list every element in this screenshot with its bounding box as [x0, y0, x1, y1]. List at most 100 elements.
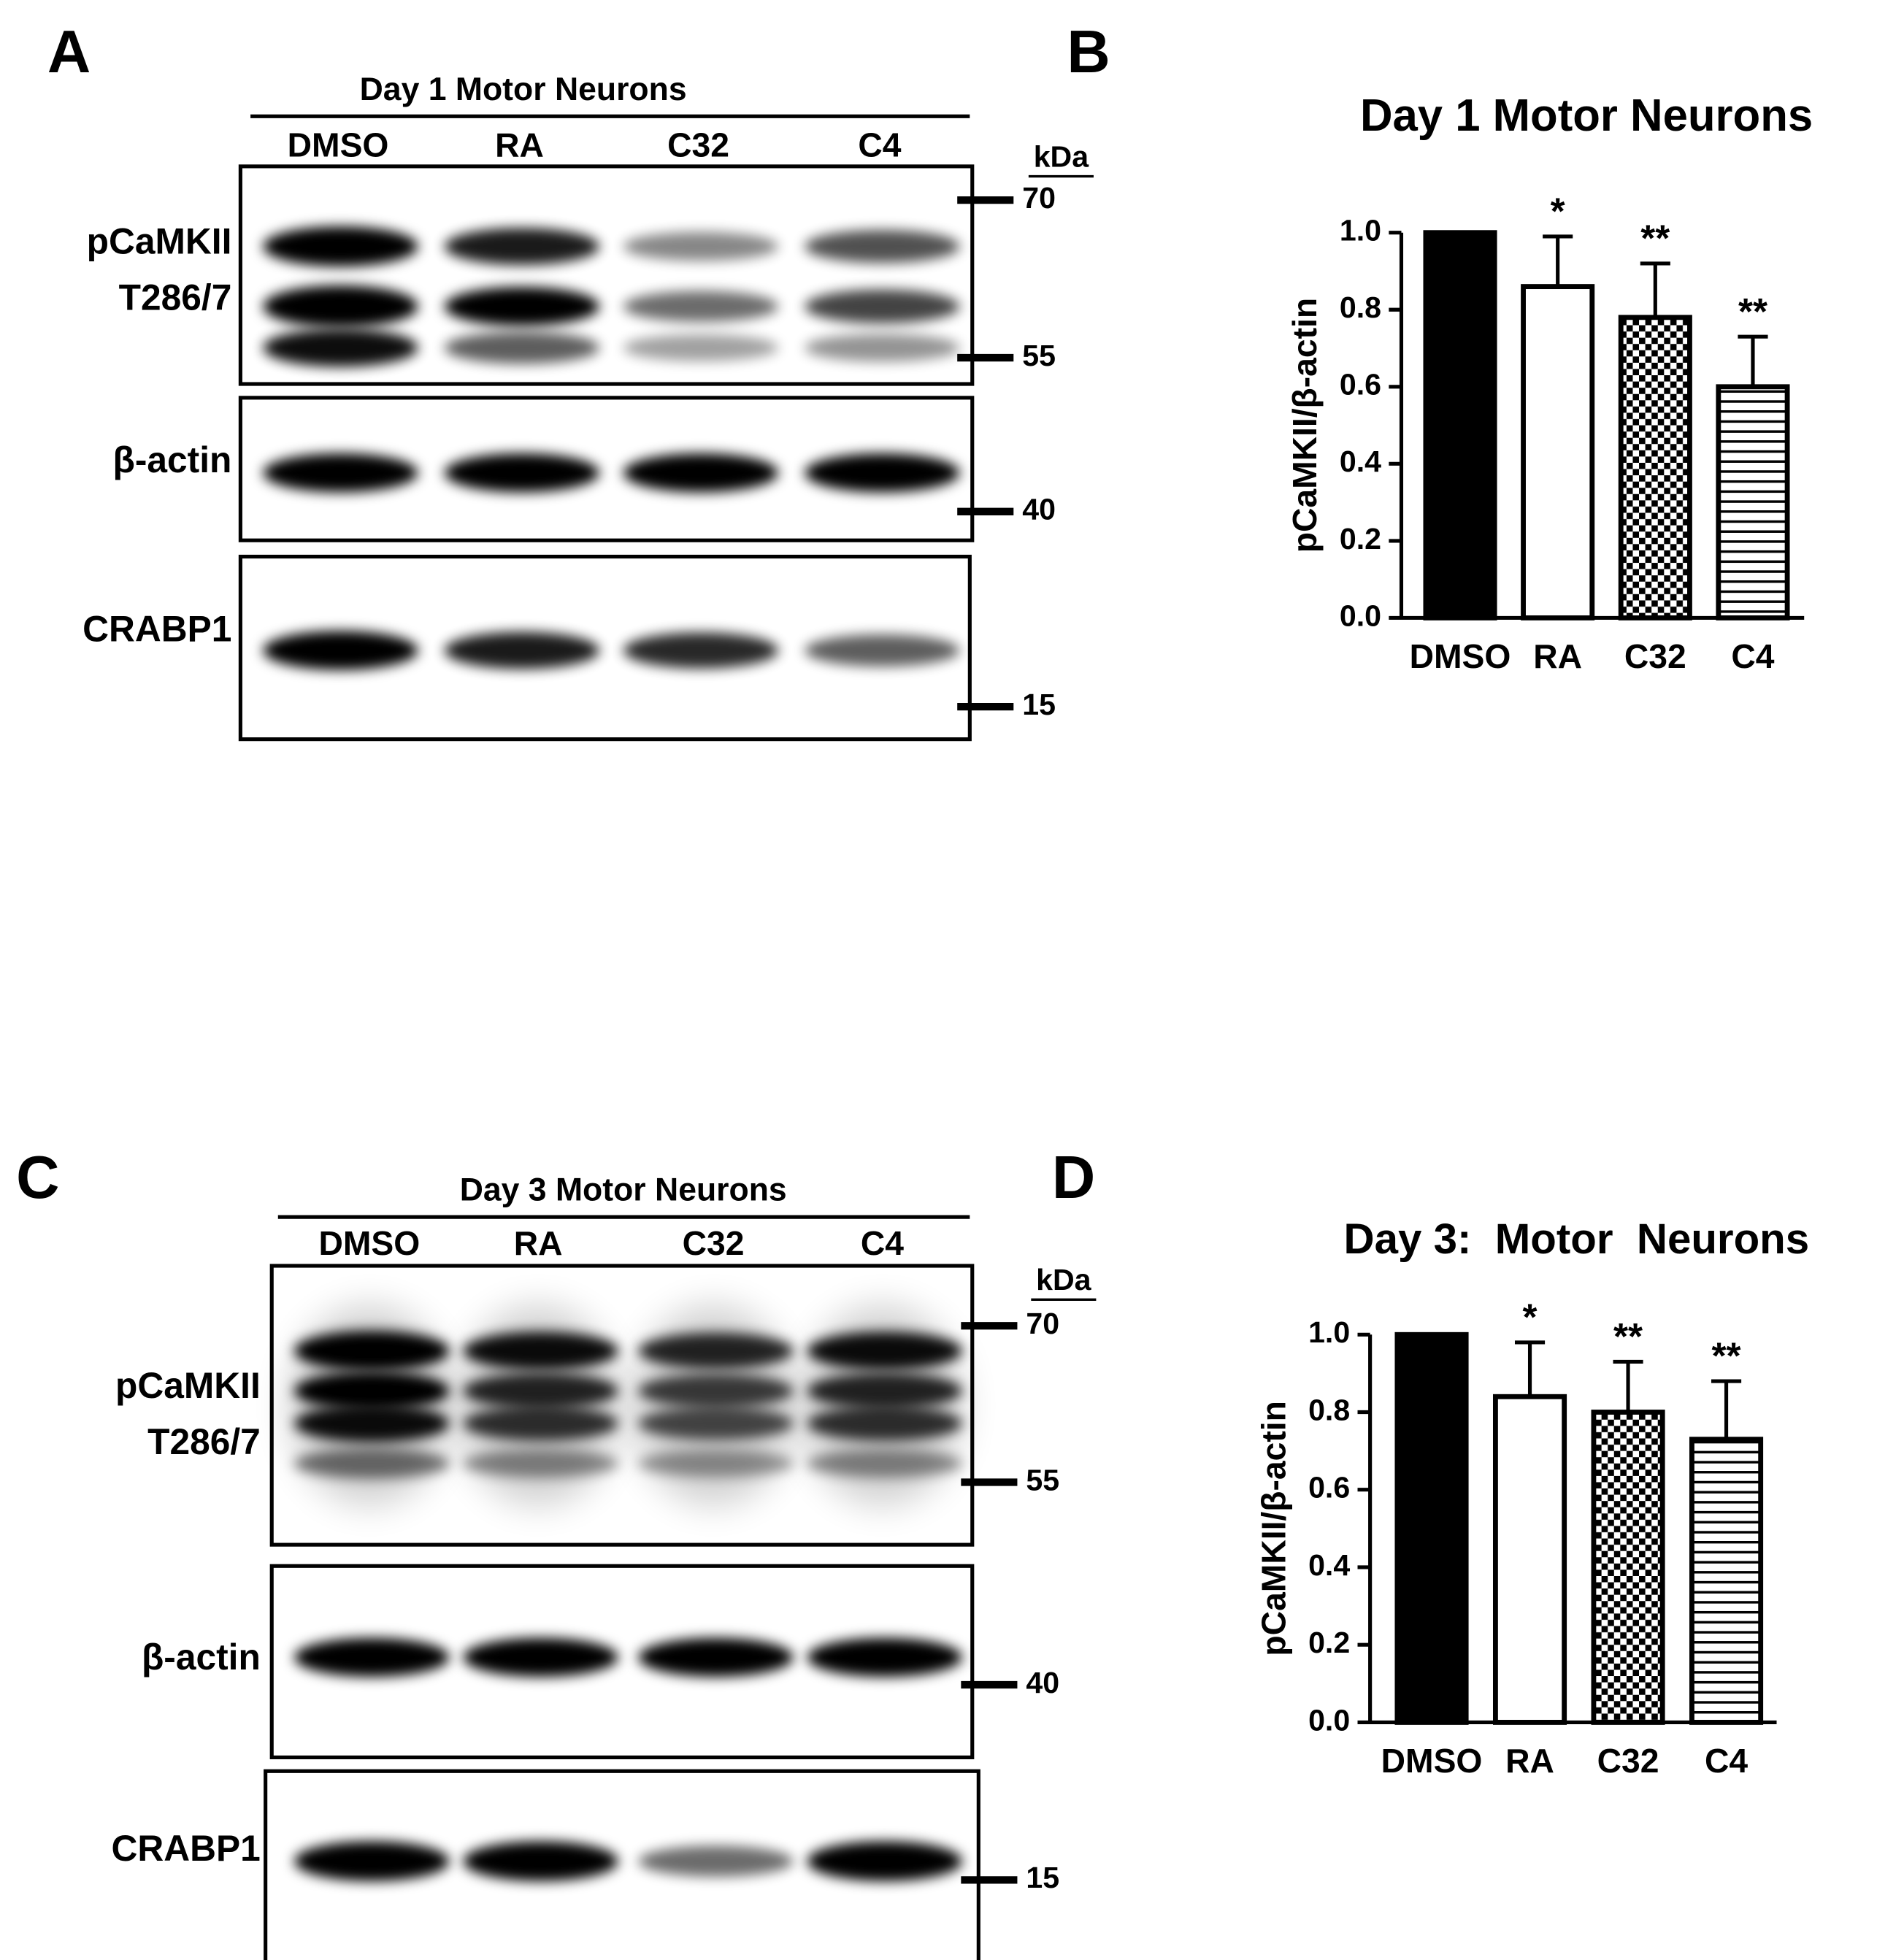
x-tick-label: RA	[1505, 1742, 1554, 1780]
lane-label: DMSO	[318, 1224, 420, 1262]
band	[805, 634, 960, 666]
significance: **	[1613, 1315, 1643, 1357]
band	[444, 331, 600, 364]
band	[294, 1841, 450, 1882]
band	[623, 453, 779, 493]
y-tick-label: 0.0	[1340, 599, 1381, 632]
band	[805, 334, 960, 362]
panel-letter: D	[1052, 1145, 1095, 1211]
y-tick-label: 0.2	[1340, 522, 1381, 556]
y-tick-label: 0.0	[1308, 1703, 1350, 1737]
band	[444, 287, 600, 326]
unit-label: kDa	[1036, 1263, 1092, 1296]
row-label: pCaMKII	[115, 1365, 261, 1406]
significance: *	[1551, 190, 1565, 232]
band	[807, 1841, 963, 1882]
marker-label: 70	[1022, 181, 1056, 215]
band	[623, 632, 779, 669]
significance: *	[1523, 1296, 1538, 1338]
bar	[1591, 1410, 1665, 1725]
x-tick-label: DMSO	[1381, 1742, 1483, 1780]
x-tick-label: C32	[1597, 1742, 1659, 1780]
band-smear	[632, 1305, 795, 1506]
x-tick-label: C4	[1705, 1742, 1748, 1780]
blot-title: Day 3 Motor Neurons	[460, 1172, 787, 1208]
band	[638, 1845, 794, 1877]
band	[294, 1637, 450, 1677]
bar	[1492, 1394, 1567, 1725]
x-tick-label: C4	[1731, 637, 1774, 675]
row-label: T286/7	[147, 1421, 261, 1462]
panel-letter: A	[47, 19, 91, 85]
band	[623, 231, 779, 261]
y-tick-label: 1.0	[1308, 1315, 1350, 1349]
row-label: T286/7	[119, 277, 232, 318]
x-tick-label: DMSO	[1410, 637, 1511, 675]
y-tick-label: 0.4	[1308, 1548, 1350, 1582]
y-tick-label: 0.4	[1340, 445, 1381, 478]
band	[623, 334, 779, 361]
lane-label: C4	[861, 1224, 904, 1262]
significance: **	[1712, 1334, 1741, 1377]
x-tick-label: C32	[1624, 637, 1686, 675]
row-label: β-actin	[142, 1637, 261, 1677]
band	[263, 328, 418, 367]
row-label: CRABP1	[111, 1828, 260, 1869]
unit-label: kDa	[1034, 139, 1090, 173]
band-row	[263, 226, 960, 367]
x-tick-label: RA	[1533, 637, 1582, 675]
lane-label: C32	[667, 126, 729, 164]
band	[623, 291, 779, 323]
chart-title: Day 3: Motor Neurons	[1344, 1215, 1810, 1263]
bar	[1689, 1437, 1764, 1725]
marker-label: 55	[1022, 339, 1056, 372]
band-row	[294, 1841, 963, 1882]
band-smear	[801, 1305, 964, 1506]
band	[263, 285, 418, 328]
lane-label: DMSO	[288, 126, 389, 164]
lane-label: C32	[683, 1224, 745, 1262]
row-label: CRABP1	[82, 608, 231, 649]
band-smear	[456, 1305, 620, 1506]
y-tick-label: 0.2	[1308, 1626, 1350, 1659]
marker-label: 55	[1026, 1463, 1059, 1496]
band-smear	[288, 1305, 451, 1506]
significance: **	[1738, 290, 1767, 332]
bar	[1716, 384, 1790, 620]
band	[805, 289, 960, 324]
y-axis-label: pCaMKII/β-actin	[1254, 1401, 1292, 1656]
marker-label: 40	[1022, 493, 1056, 526]
panel-letter: C	[16, 1145, 59, 1211]
band	[263, 226, 418, 266]
row-label: β-actin	[113, 439, 232, 480]
band	[444, 631, 600, 669]
band	[263, 453, 418, 493]
chart-title: Day 1 Motor Neurons	[1360, 91, 1813, 141]
band	[263, 631, 418, 670]
blot-title: Day 1 Motor Neurons	[360, 72, 687, 107]
row-label: pCaMKII	[87, 220, 232, 261]
y-tick-label: 0.6	[1340, 368, 1381, 401]
y-tick-label: 0.6	[1308, 1471, 1350, 1504]
band	[463, 1637, 618, 1677]
lane-label: RA	[514, 1224, 563, 1262]
band	[463, 1841, 618, 1882]
band	[805, 453, 960, 493]
lane-label: C4	[858, 126, 901, 164]
marker-label: 40	[1026, 1666, 1059, 1699]
band	[444, 453, 600, 493]
bar	[1394, 1331, 1469, 1725]
y-axis-label: pCaMKII/β-actin	[1286, 298, 1324, 553]
band-row	[288, 1305, 964, 1506]
significance: **	[1640, 217, 1670, 259]
bar	[1618, 315, 1692, 620]
lane-label: RA	[495, 126, 544, 164]
y-tick-label: 0.8	[1308, 1393, 1350, 1426]
y-tick-label: 1.0	[1340, 214, 1381, 247]
band-row	[294, 1637, 963, 1677]
band	[807, 1637, 963, 1677]
bar	[1521, 284, 1595, 620]
band-row	[263, 453, 960, 493]
band	[444, 228, 600, 265]
